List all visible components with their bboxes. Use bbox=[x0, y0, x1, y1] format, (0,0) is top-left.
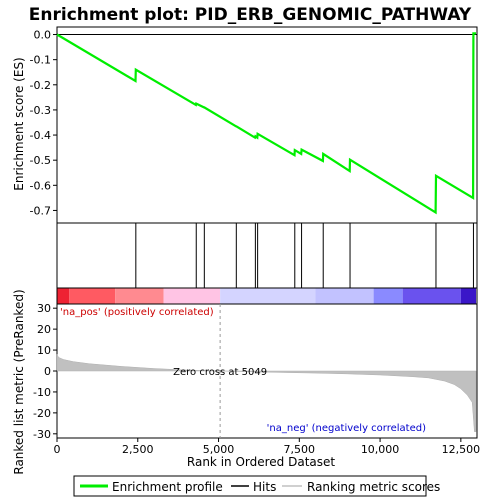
es-y-axis-label: Enrichment score (ES) bbox=[12, 57, 26, 190]
color-bar-segment bbox=[115, 288, 164, 304]
metric-y-tick-label: 0 bbox=[44, 365, 51, 378]
hits-panel bbox=[56, 222, 478, 289]
metric-y-tick-label: 30 bbox=[37, 302, 51, 315]
es-y-tick-label: -0.7 bbox=[30, 204, 51, 217]
color-bar bbox=[56, 287, 478, 305]
x-tick-label: 10,000 bbox=[361, 443, 400, 456]
hits-frame bbox=[56, 222, 478, 289]
metric-y-axis-label: Ranked list metric (PreRanked) bbox=[12, 289, 26, 474]
color-bar-segment bbox=[163, 288, 221, 304]
x-axis-label: Rank in Ordered Dataset bbox=[187, 455, 335, 469]
zero-cross-label: Zero cross at 5049 bbox=[173, 367, 267, 378]
color-bar-segment bbox=[315, 288, 374, 304]
color-bar-segment bbox=[220, 288, 316, 304]
metric-y-tick-label: -20 bbox=[33, 407, 51, 420]
es-plot-frame bbox=[56, 26, 478, 224]
es-y-tick-label: -0.2 bbox=[30, 79, 51, 92]
color-bar-segment bbox=[69, 288, 116, 304]
legend-frame bbox=[73, 475, 427, 497]
color-bar-segment bbox=[460, 288, 477, 304]
metric-y-tick-label: 10 bbox=[37, 344, 51, 357]
x-tick-label: 5,000 bbox=[203, 443, 235, 456]
legend-hits-label: Hits bbox=[253, 480, 276, 494]
x-tick-label: 7,500 bbox=[284, 443, 316, 456]
es-y-tick-label: -0.3 bbox=[30, 104, 51, 117]
x-tick-label: 12,500 bbox=[442, 443, 481, 456]
legend-profile-label: Enrichment profile bbox=[112, 480, 223, 494]
es-y-tick-label: -0.4 bbox=[30, 129, 51, 142]
metric-y-tick-label: -30 bbox=[33, 428, 51, 441]
ranking-metric-area bbox=[56, 354, 477, 432]
metric-y-tick-label: 20 bbox=[37, 323, 51, 336]
es-y-tick-label: -0.6 bbox=[30, 179, 51, 192]
x-tick-label: 0 bbox=[54, 443, 61, 456]
negative-correlation-label: 'na_neg' (negatively correlated) bbox=[267, 423, 426, 434]
positive-correlation-label: 'na_pos' (positively correlated) bbox=[60, 307, 214, 318]
metric-panel: Zero cross at 5049 'na_pos' (positively c… bbox=[33, 302, 478, 441]
metric-y-tick-label: -10 bbox=[33, 386, 51, 399]
es-y-tick-label: 0.0 bbox=[34, 29, 52, 42]
color-bar-segment bbox=[373, 288, 403, 304]
es-y-tick-label: -0.5 bbox=[30, 154, 51, 167]
legend-metric-label: Ranking metric scores bbox=[307, 480, 440, 494]
es-panel: 0.0 -0.1 -0.2 -0.3 -0.4 -0.5 -0.6 -0.7 bbox=[30, 26, 478, 224]
enrichment-profile-line bbox=[56, 32, 476, 215]
color-bar-segment bbox=[57, 288, 70, 304]
legend: Enrichment profile Hits Ranking metric sco… bbox=[73, 475, 440, 497]
color-bar-segment bbox=[402, 288, 461, 304]
es-y-tick-label: -0.1 bbox=[30, 54, 51, 67]
x-axis: 0 2,500 5,000 7,500 10,000 12,500 bbox=[54, 438, 481, 456]
chart-title: Enrichment plot: PID_ERB_GENOMIC_PATHWAY bbox=[29, 5, 472, 25]
x-tick-label: 2,500 bbox=[122, 443, 154, 456]
